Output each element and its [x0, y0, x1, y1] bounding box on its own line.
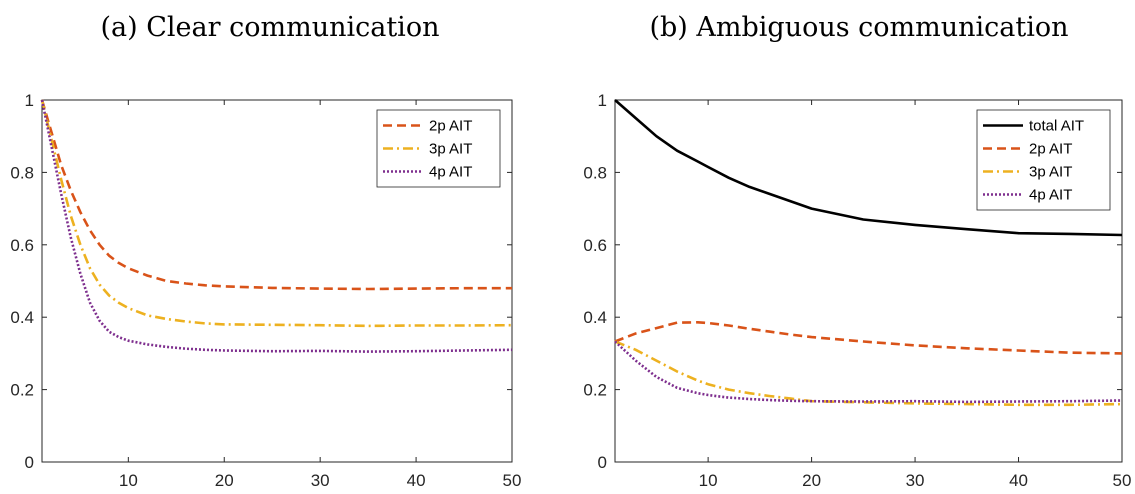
x-tick-label: 10: [119, 471, 138, 490]
legend-label: 3p AIT: [429, 141, 472, 158]
chart-panel-1: (b) Ambiguous communication 10 20 30 40 50 0 0.…: [583, 12, 1131, 490]
legend-label: 2p AIT: [1029, 141, 1072, 158]
x-tick-label: 40: [407, 471, 426, 490]
series-line-total-ait: [614, 99, 1123, 237]
legend: 2p AIT 3p AIT 4p AIT: [376, 109, 501, 188]
x-tick-label: 40: [1009, 471, 1028, 490]
legend-label: 4p AIT: [1029, 187, 1072, 204]
series-line-4p-ait: [614, 340, 1123, 404]
y-tick-label: 0.6: [583, 236, 607, 255]
y-tick-label: 0.6: [10, 236, 34, 255]
chart-panel-0: (a) Clear communication 10 20 30 40 50 0 0.2 0.4…: [10, 12, 521, 490]
x-tick-label: 50: [503, 471, 522, 490]
series-line-4p-ait: [40, 99, 513, 353]
legend: total AIT 2p AIT 3p AIT 4p AIT: [976, 109, 1111, 211]
y-tick-label: 0: [25, 453, 34, 472]
x-tick-label: 30: [906, 471, 925, 490]
x-tick-label: 50: [1113, 471, 1132, 490]
y-tick-label: 0.8: [10, 163, 34, 182]
y-tick-label: 1: [25, 91, 34, 110]
y-tick-label: 0.8: [583, 163, 607, 182]
legend-label: 2p AIT: [429, 118, 472, 135]
x-tick-label: 20: [802, 471, 821, 490]
y-tick-label: 1: [598, 91, 607, 110]
y-tick-label: 0.4: [583, 308, 607, 327]
x-tick-label: 30: [311, 471, 330, 490]
chart-title: (a) Clear communication: [101, 12, 440, 43]
y-tick-label: 0.4: [10, 308, 34, 327]
chart-title: (b) Ambiguous communication: [649, 12, 1068, 43]
series-line-3p-ait: [40, 99, 513, 328]
series-line-2p-ait: [614, 320, 1123, 355]
y-tick-label: 0.2: [10, 381, 34, 400]
legend-label: total AIT: [1029, 118, 1084, 135]
legend-label: 4p AIT: [429, 164, 472, 181]
series-line-3p-ait: [614, 340, 1123, 407]
y-tick-label: 0.2: [583, 381, 607, 400]
legend-label: 3p AIT: [1029, 164, 1072, 181]
series-line-2p-ait: [40, 99, 512, 291]
x-tick-label: 10: [699, 471, 718, 490]
y-tick-label: 0: [598, 453, 607, 472]
x-tick-label: 20: [215, 471, 234, 490]
